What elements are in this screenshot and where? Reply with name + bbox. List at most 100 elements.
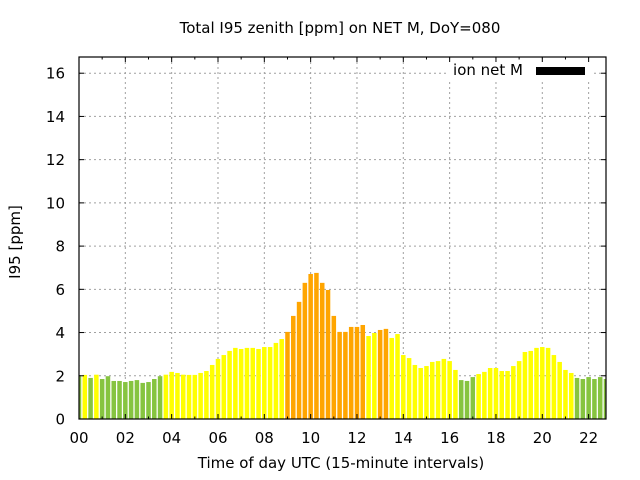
bar [430, 361, 435, 419]
bar [412, 364, 418, 419]
bar [308, 273, 313, 419]
bar [360, 324, 366, 419]
bar [82, 374, 88, 419]
x-tick-label: 16 [440, 429, 459, 447]
bar [522, 352, 528, 419]
y-tick-label: 2 [55, 367, 65, 385]
tick-marks [78, 57, 606, 420]
x-tick-label: 22 [579, 429, 598, 447]
bar [487, 367, 493, 419]
bar [574, 377, 580, 419]
bar [389, 337, 394, 419]
y-tick-label: 10 [46, 194, 65, 212]
bar [163, 374, 169, 419]
x-tick-label: 08 [255, 429, 274, 447]
bar [470, 377, 476, 419]
bar [383, 328, 389, 419]
bars [79, 272, 606, 419]
bar [354, 326, 360, 419]
bar [79, 376, 82, 419]
bar [314, 272, 319, 419]
x-tick-label: 00 [69, 429, 88, 447]
bar [586, 377, 591, 419]
bar [157, 376, 163, 419]
bar [568, 372, 574, 419]
bar [146, 382, 151, 419]
plot-border [78, 56, 607, 420]
x-tick-label: 10 [301, 429, 320, 447]
bar [597, 377, 603, 419]
bar [169, 371, 174, 419]
bar [540, 347, 545, 419]
bar [441, 358, 447, 419]
bar [458, 380, 464, 419]
bar [453, 369, 458, 419]
bar [291, 315, 296, 419]
bar [366, 336, 371, 419]
bar [134, 380, 140, 419]
bar [319, 282, 325, 419]
bar [580, 379, 586, 419]
y-tick-label: 16 [46, 65, 65, 83]
x-tick-label: 12 [347, 429, 366, 447]
bar [209, 364, 215, 419]
bar [175, 372, 180, 419]
x-tick-label: 18 [486, 429, 505, 447]
bar [273, 342, 279, 419]
bar [563, 369, 568, 419]
bar [221, 355, 227, 419]
y-axis-label: I95 [ppm] [6, 205, 24, 279]
bar [123, 382, 128, 419]
bar [505, 371, 510, 419]
x-tick-label: 06 [208, 429, 227, 447]
bar [105, 376, 111, 419]
bar [603, 379, 606, 419]
bar [325, 289, 331, 419]
bar [192, 374, 198, 419]
bar [534, 347, 539, 419]
bar [377, 329, 383, 419]
bar [256, 348, 261, 419]
bar [551, 355, 557, 419]
bar [204, 371, 209, 419]
bar [152, 379, 157, 419]
bar [401, 355, 406, 419]
bar [198, 372, 203, 419]
bar [557, 361, 562, 419]
bar [395, 334, 400, 419]
bar [592, 379, 597, 419]
bar [262, 347, 267, 419]
x-tick-label: 02 [116, 429, 135, 447]
bar [227, 350, 232, 419]
bar [545, 347, 551, 419]
y-tick-label: 6 [55, 281, 65, 299]
bar [372, 332, 377, 419]
x-tick-label: 20 [533, 429, 552, 447]
y-tick-label: 14 [46, 108, 65, 126]
y-tick-label: 8 [55, 238, 65, 256]
legend-swatch [536, 67, 585, 75]
bar [424, 366, 429, 419]
y-tick-label: 12 [46, 151, 65, 169]
bar [296, 301, 302, 419]
legend: ion net M [446, 60, 593, 79]
bar [111, 380, 117, 419]
bar [516, 361, 522, 419]
x-tick-label: 04 [162, 429, 181, 447]
bar [279, 339, 284, 419]
bar [233, 347, 238, 419]
bar [94, 374, 99, 419]
bar [348, 326, 354, 419]
bar [244, 347, 250, 419]
bar [215, 358, 221, 419]
bar [343, 331, 348, 419]
bar [435, 361, 441, 419]
bar [180, 374, 186, 419]
bar [88, 377, 93, 419]
bar [331, 315, 337, 419]
bar [140, 382, 145, 419]
bar [337, 331, 342, 419]
bar [418, 367, 423, 419]
